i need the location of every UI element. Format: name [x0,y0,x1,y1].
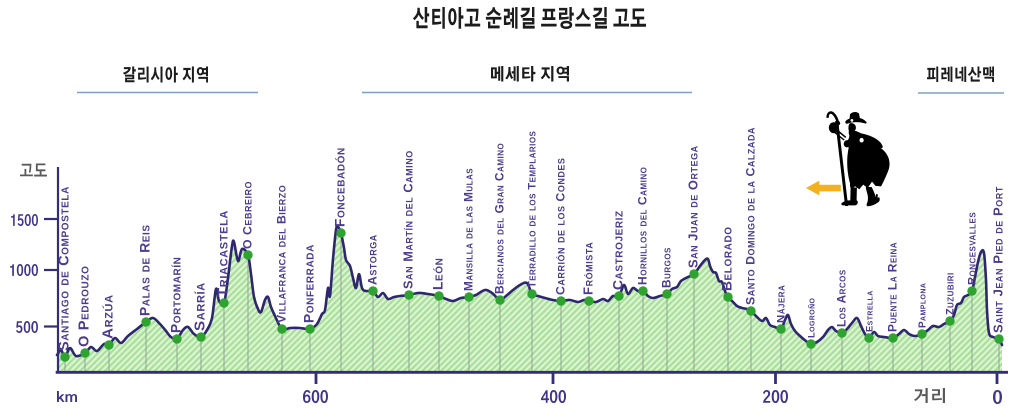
svg-text:Astorga: Astorga [366,234,380,285]
svg-text:Puente La Reina: Puente La Reina [886,242,900,332]
svg-text:Palas de Reis: Palas de Reis [138,224,153,316]
svg-text:Nájera: Nájera [776,285,788,323]
svg-text:Zuzubiri: Zuzubiri [945,272,957,315]
svg-text:Foncebadón: Foncebadón [333,147,348,227]
svg-text:Santiago de Compostela: Santiago de Compostela [57,186,73,351]
svg-text:Ponferrada: Ponferrada [302,244,317,323]
svg-text:Terradillo de los Templarios: Terradillo de los Templarios [527,130,539,288]
svg-text:Carrión de los Condes: Carrión de los Condes [554,158,568,295]
svg-text:Pamplona: Pamplona [918,283,929,328]
svg-text:Burgos: Burgos [660,247,674,288]
svg-text:Villafranca del Bierzo: Villafranca del Bierzo [275,185,289,323]
svg-text:Arzúa: Arzúa [100,294,117,339]
svg-text:Portomarín: Portomarín [169,257,184,333]
svg-text:Mansilla de las Mulas: Mansilla de las Mulas [463,168,476,291]
svg-text:San Juan de Ortega: San Juan de Ortega [686,145,701,268]
svg-text:Castrojeriz: Castrojeriz [611,210,626,290]
svg-text:Belorado: Belorado [720,226,735,291]
svg-text:Triacastela: Triacastela [215,210,232,297]
svg-text:Santo Domingo de la Calzada: Santo Domingo de la Calzada [744,127,758,305]
svg-text:Logroño: Logroño [806,297,817,338]
svg-text:San Martín del Camino: San Martín del Camino [401,150,416,289]
svg-text:Estrella: Estrella [864,290,875,332]
svg-text:Roncesvalles: Roncesvalles [967,212,979,285]
svg-text:Hornillos del Camino: Hornillos del Camino [636,167,650,285]
svg-text:Sarría: Sarría [192,282,209,331]
svg-text:Saint Jean Pied de Port: Saint Jean Pied de Port [991,186,1006,333]
svg-text:Los Arcos: Los Arcos [835,269,849,327]
svg-text:O Cebreiro: O Cebreiro [241,181,255,249]
svg-text:O Pedrouzo: O Pedrouzo [77,266,93,347]
svg-text:Bercianos del Gran Camino: Bercianos del Gran Camino [493,143,507,294]
svg-text:Frómista: Frómista [581,242,596,295]
svg-text:León: León [431,258,446,290]
